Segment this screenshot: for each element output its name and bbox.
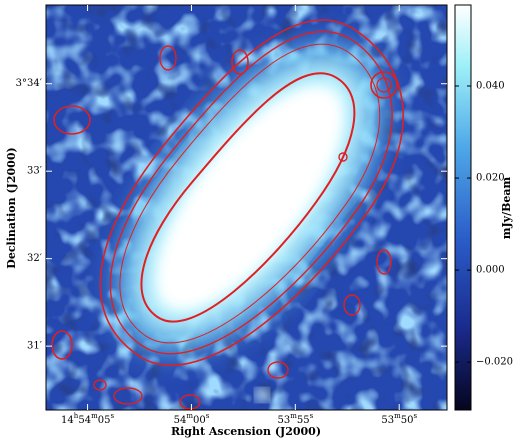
- colorbar-tick-label: 0.020: [476, 173, 505, 184]
- plot-frame: [45, 4, 448, 411]
- x-tick-label: 14h54m05s: [61, 412, 114, 426]
- y-tick-label: 3°34′: [16, 78, 43, 89]
- x-tick-label: 53m50s: [381, 412, 417, 426]
- y-tick-label: 32′: [27, 253, 43, 264]
- x-axis-label: Right Ascension (J2000): [171, 425, 321, 438]
- colorbar: [454, 4, 472, 411]
- x-tick-label: 53m55s: [277, 412, 313, 426]
- y-axis-label: Declination (J2000): [5, 147, 18, 268]
- colorbar-label: mJy/Beam: [500, 176, 513, 239]
- y-tick-label: 31′: [27, 341, 43, 352]
- x-tick-label: 54m00s: [174, 412, 210, 426]
- contours: [51, 19, 404, 410]
- colorbar-tick-label: 0.000: [476, 265, 505, 276]
- colorbar-tick-label: 0.040: [476, 81, 505, 92]
- colorbar-tick-label: −0.020: [476, 357, 513, 368]
- image: [46, 5, 447, 410]
- y-tick-label: 33′: [27, 166, 43, 177]
